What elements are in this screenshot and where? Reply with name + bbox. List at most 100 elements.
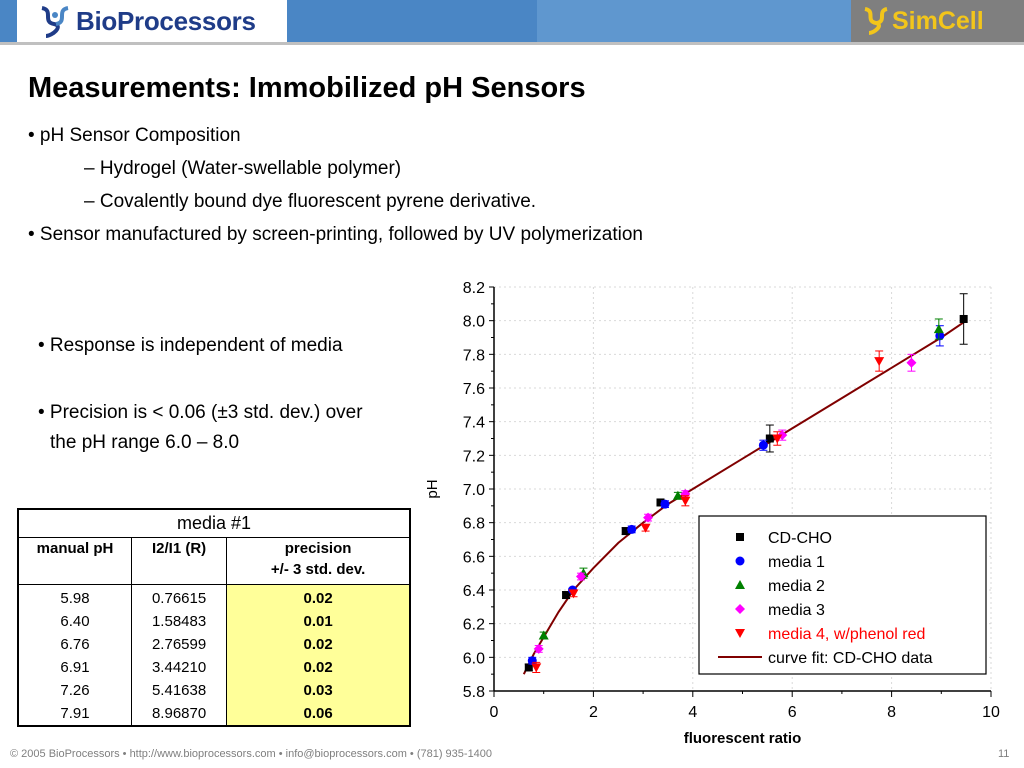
column-ratio: 0.76615 1.58483 2.76599 3.44210 5.41638 …	[131, 584, 228, 727]
header-accent-right	[537, 0, 851, 42]
x-tick-label: 2	[589, 704, 598, 721]
cell-precision: 0.01	[303, 613, 333, 630]
table-caption: media #1	[17, 508, 411, 538]
data-point	[621, 527, 630, 536]
header-manual-ph: manual pH	[17, 537, 133, 585]
data-point	[531, 663, 542, 673]
cell-manual-ph: 7.91	[60, 705, 90, 722]
data-point	[933, 324, 944, 334]
media-1-table: media #1 manual pH I2/I1 (R) precision +…	[17, 508, 411, 727]
column-precision: 0.02 0.01 0.02 0.02 0.03 0.06	[226, 584, 411, 727]
cell-precision: 0.02	[303, 659, 333, 676]
cell-manual-ph: 6.91	[60, 659, 90, 676]
slide-title: Measurements: Immobilized pH Sensors	[28, 72, 586, 104]
data-point	[643, 512, 654, 523]
cell-ratio: 8.96870	[151, 705, 207, 722]
column-manual-ph: 5.98 6.40 6.76 6.91 7.26 7.91	[17, 584, 133, 727]
data-point	[627, 524, 637, 534]
legend-swatch	[735, 629, 745, 638]
data-point	[575, 571, 586, 582]
data-point	[533, 643, 544, 654]
cell-ratio: 1.58483	[151, 613, 207, 630]
legend-swatch	[735, 604, 745, 614]
cell-precision: 0.02	[303, 636, 333, 653]
cell-manual-ph: 5.98	[60, 590, 90, 607]
data-point	[527, 656, 537, 666]
data-point	[568, 589, 579, 599]
bullet-manufacturing: • Sensor manufactured by screen-printing…	[28, 224, 643, 245]
x-tick-label: 6	[788, 704, 797, 721]
header-precision: precision +/- 3 std. dev.	[226, 537, 411, 585]
cell-ratio: 2.76599	[151, 636, 207, 653]
y-tick-label: 8.2	[463, 280, 485, 297]
y-tick-label: 6.0	[463, 650, 485, 667]
cell-ratio: 3.44210	[151, 659, 207, 676]
header-precision-line2: +/- 3 std. dev.	[270, 561, 366, 578]
data-point	[935, 331, 945, 341]
y-tick-label: 5.8	[463, 684, 485, 701]
y-tick-label: 6.4	[463, 583, 485, 600]
cell-precision: 0.02	[303, 590, 333, 607]
simcell-logo-text: SimCell	[892, 6, 984, 35]
header-accent-mid	[287, 0, 537, 42]
data-point	[640, 523, 651, 533]
bullet-precision: • Precision is < 0.06 (±3 std. dev.) ove…	[38, 402, 363, 423]
bioprocessors-logo-text: BioProcessors	[76, 5, 256, 36]
data-point	[680, 496, 691, 506]
bullet-composition: • pH Sensor Composition	[28, 125, 241, 146]
y-tick-label: 6.8	[463, 516, 485, 533]
legend-label: media 1	[768, 554, 825, 571]
cell-precision: 0.03	[303, 682, 333, 699]
legend-label: CD-CHO	[768, 530, 832, 547]
ph-calibration-chart: 5.8 6.0 6.2 6.4 6.6 6.8 7.0 7.2 7.4 7.6 7.8 8.0 8.2 0…	[424, 280, 1000, 747]
header-accent-left	[0, 0, 17, 42]
legend-label: curve fit: CD-CHO data	[768, 650, 933, 667]
legend-label: media 3	[768, 602, 825, 619]
data-point	[656, 498, 665, 507]
header-precision-line1: precision	[284, 540, 352, 557]
data-point	[906, 357, 917, 368]
data-point	[660, 499, 670, 509]
data-point	[874, 357, 885, 367]
bioprocessors-logo-icon	[41, 6, 69, 38]
header-bar: BioProcessors SimCell	[0, 0, 1024, 42]
x-tick-label: 0	[490, 704, 499, 721]
legend-label: media 2	[768, 578, 825, 595]
header-divider	[0, 42, 1024, 45]
data-point	[758, 440, 768, 450]
header-ratio: I2/I1 (R)	[131, 537, 228, 585]
y-tick-label: 7.8	[463, 347, 485, 364]
data-point	[538, 630, 549, 640]
series-media-3	[533, 353, 917, 654]
y-tick-label: 8.0	[463, 314, 485, 331]
x-tick-label: 4	[688, 704, 697, 721]
cell-manual-ph: 7.26	[60, 682, 90, 699]
data-point	[524, 663, 533, 672]
y-tick-label: 7.2	[463, 448, 485, 465]
y-tick-label: 6.2	[463, 617, 485, 634]
series-media-4-w-phenol-red	[531, 350, 885, 673]
simcell-logo-icon	[864, 7, 888, 35]
legend-swatch	[735, 556, 745, 566]
y-tick-label: 6.6	[463, 549, 485, 566]
bullet-precision-range: the pH range 6.0 – 8.0	[50, 432, 240, 453]
cell-manual-ph: 6.76	[60, 636, 90, 653]
cell-ratio: 0.76615	[151, 590, 207, 607]
simcell-logo: SimCell	[862, 3, 984, 39]
series-cd-cho	[524, 293, 968, 672]
cell-precision: 0.06	[303, 705, 333, 722]
footer-contact: © 2005 BioProcessors • http://www.biopro…	[10, 748, 493, 760]
sub-bullet-hydrogel: – Hydrogel (Water-swellable polymer)	[84, 158, 402, 179]
legend-swatch	[736, 533, 744, 541]
y-tick-label: 7.4	[463, 415, 485, 432]
bioprocessors-logo: BioProcessors	[38, 2, 256, 40]
bullet-media-independence: • Response is independent of media	[38, 335, 343, 356]
cell-ratio: 5.41638	[151, 682, 207, 699]
legend-swatch	[735, 580, 745, 589]
x-axis-label: fluorescent ratio	[684, 730, 802, 747]
data-point	[959, 314, 968, 323]
data-point	[765, 434, 774, 443]
x-tick-label: 10	[982, 704, 1000, 721]
data-point	[680, 489, 691, 500]
sub-bullet-dye: – Covalently bound dye fluorescent pyren…	[84, 191, 537, 212]
